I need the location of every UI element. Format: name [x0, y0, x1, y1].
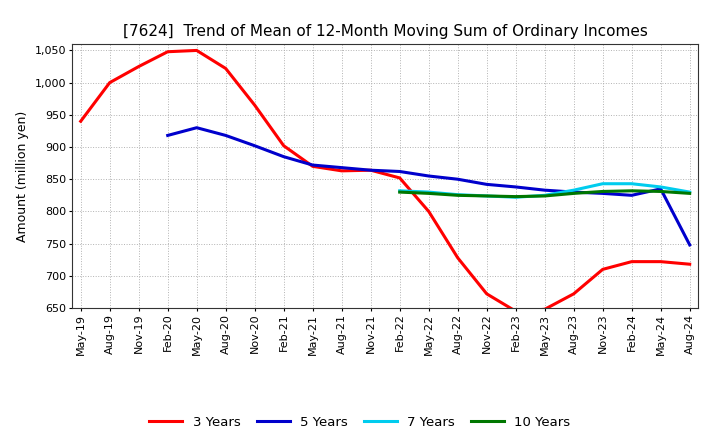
- 3 Years: [338, 168, 346, 173]
- 5 Years: [657, 186, 665, 191]
- 3 Years: [570, 291, 578, 297]
- 7 Years: [685, 190, 694, 195]
- 10 Years: [657, 189, 665, 194]
- 3 Years: [366, 168, 375, 173]
- 3 Years: [251, 103, 259, 108]
- Y-axis label: Amount (million yen): Amount (million yen): [17, 110, 30, 242]
- Legend: 3 Years, 5 Years, 7 Years, 10 Years: 3 Years, 5 Years, 7 Years, 10 Years: [150, 416, 570, 429]
- 10 Years: [424, 191, 433, 196]
- 3 Years: [192, 48, 201, 53]
- 7 Years: [482, 193, 491, 198]
- 7 Years: [454, 192, 462, 197]
- 3 Years: [627, 259, 636, 264]
- 3 Years: [511, 308, 520, 314]
- 7 Years: [541, 193, 549, 198]
- 3 Years: [135, 64, 143, 69]
- 5 Years: [192, 125, 201, 130]
- 5 Years: [251, 143, 259, 148]
- 3 Years: [424, 209, 433, 214]
- 3 Years: [308, 164, 317, 169]
- 3 Years: [657, 259, 665, 264]
- 10 Years: [454, 193, 462, 198]
- 10 Years: [570, 191, 578, 196]
- 7 Years: [395, 188, 404, 194]
- Line: 10 Years: 10 Years: [400, 191, 690, 197]
- 10 Years: [395, 190, 404, 195]
- 3 Years: [454, 255, 462, 260]
- 5 Years: [570, 190, 578, 195]
- 5 Years: [366, 168, 375, 173]
- 7 Years: [657, 184, 665, 190]
- 5 Years: [511, 184, 520, 190]
- 3 Years: [482, 291, 491, 297]
- 10 Years: [685, 191, 694, 196]
- 10 Years: [541, 193, 549, 198]
- 5 Years: [598, 191, 607, 196]
- Line: 3 Years: 3 Years: [81, 51, 690, 311]
- 5 Years: [163, 133, 172, 138]
- 3 Years: [221, 66, 230, 71]
- 3 Years: [279, 143, 288, 148]
- 3 Years: [76, 119, 85, 124]
- 7 Years: [598, 181, 607, 187]
- Line: 7 Years: 7 Years: [400, 184, 690, 197]
- Line: 5 Years: 5 Years: [168, 128, 690, 245]
- 5 Years: [482, 182, 491, 187]
- 10 Years: [627, 188, 636, 194]
- Title: [7624]  Trend of Mean of 12-Month Moving Sum of Ordinary Incomes: [7624] Trend of Mean of 12-Month Moving …: [123, 24, 647, 39]
- 5 Years: [541, 187, 549, 193]
- 5 Years: [395, 169, 404, 174]
- 10 Years: [482, 193, 491, 198]
- 7 Years: [627, 181, 636, 187]
- 7 Years: [424, 190, 433, 195]
- 5 Years: [627, 193, 636, 198]
- 10 Years: [511, 194, 520, 199]
- 3 Years: [541, 307, 549, 312]
- 3 Years: [105, 80, 114, 85]
- 5 Years: [338, 165, 346, 170]
- 5 Years: [279, 154, 288, 159]
- 3 Years: [163, 49, 172, 55]
- 7 Years: [570, 187, 578, 193]
- 3 Years: [598, 267, 607, 272]
- 7 Years: [511, 194, 520, 200]
- 5 Years: [308, 162, 317, 168]
- 10 Years: [598, 189, 607, 194]
- 5 Years: [454, 176, 462, 182]
- 3 Years: [395, 175, 404, 180]
- 5 Years: [685, 242, 694, 248]
- 3 Years: [685, 261, 694, 267]
- 5 Years: [221, 133, 230, 138]
- 5 Years: [424, 173, 433, 179]
